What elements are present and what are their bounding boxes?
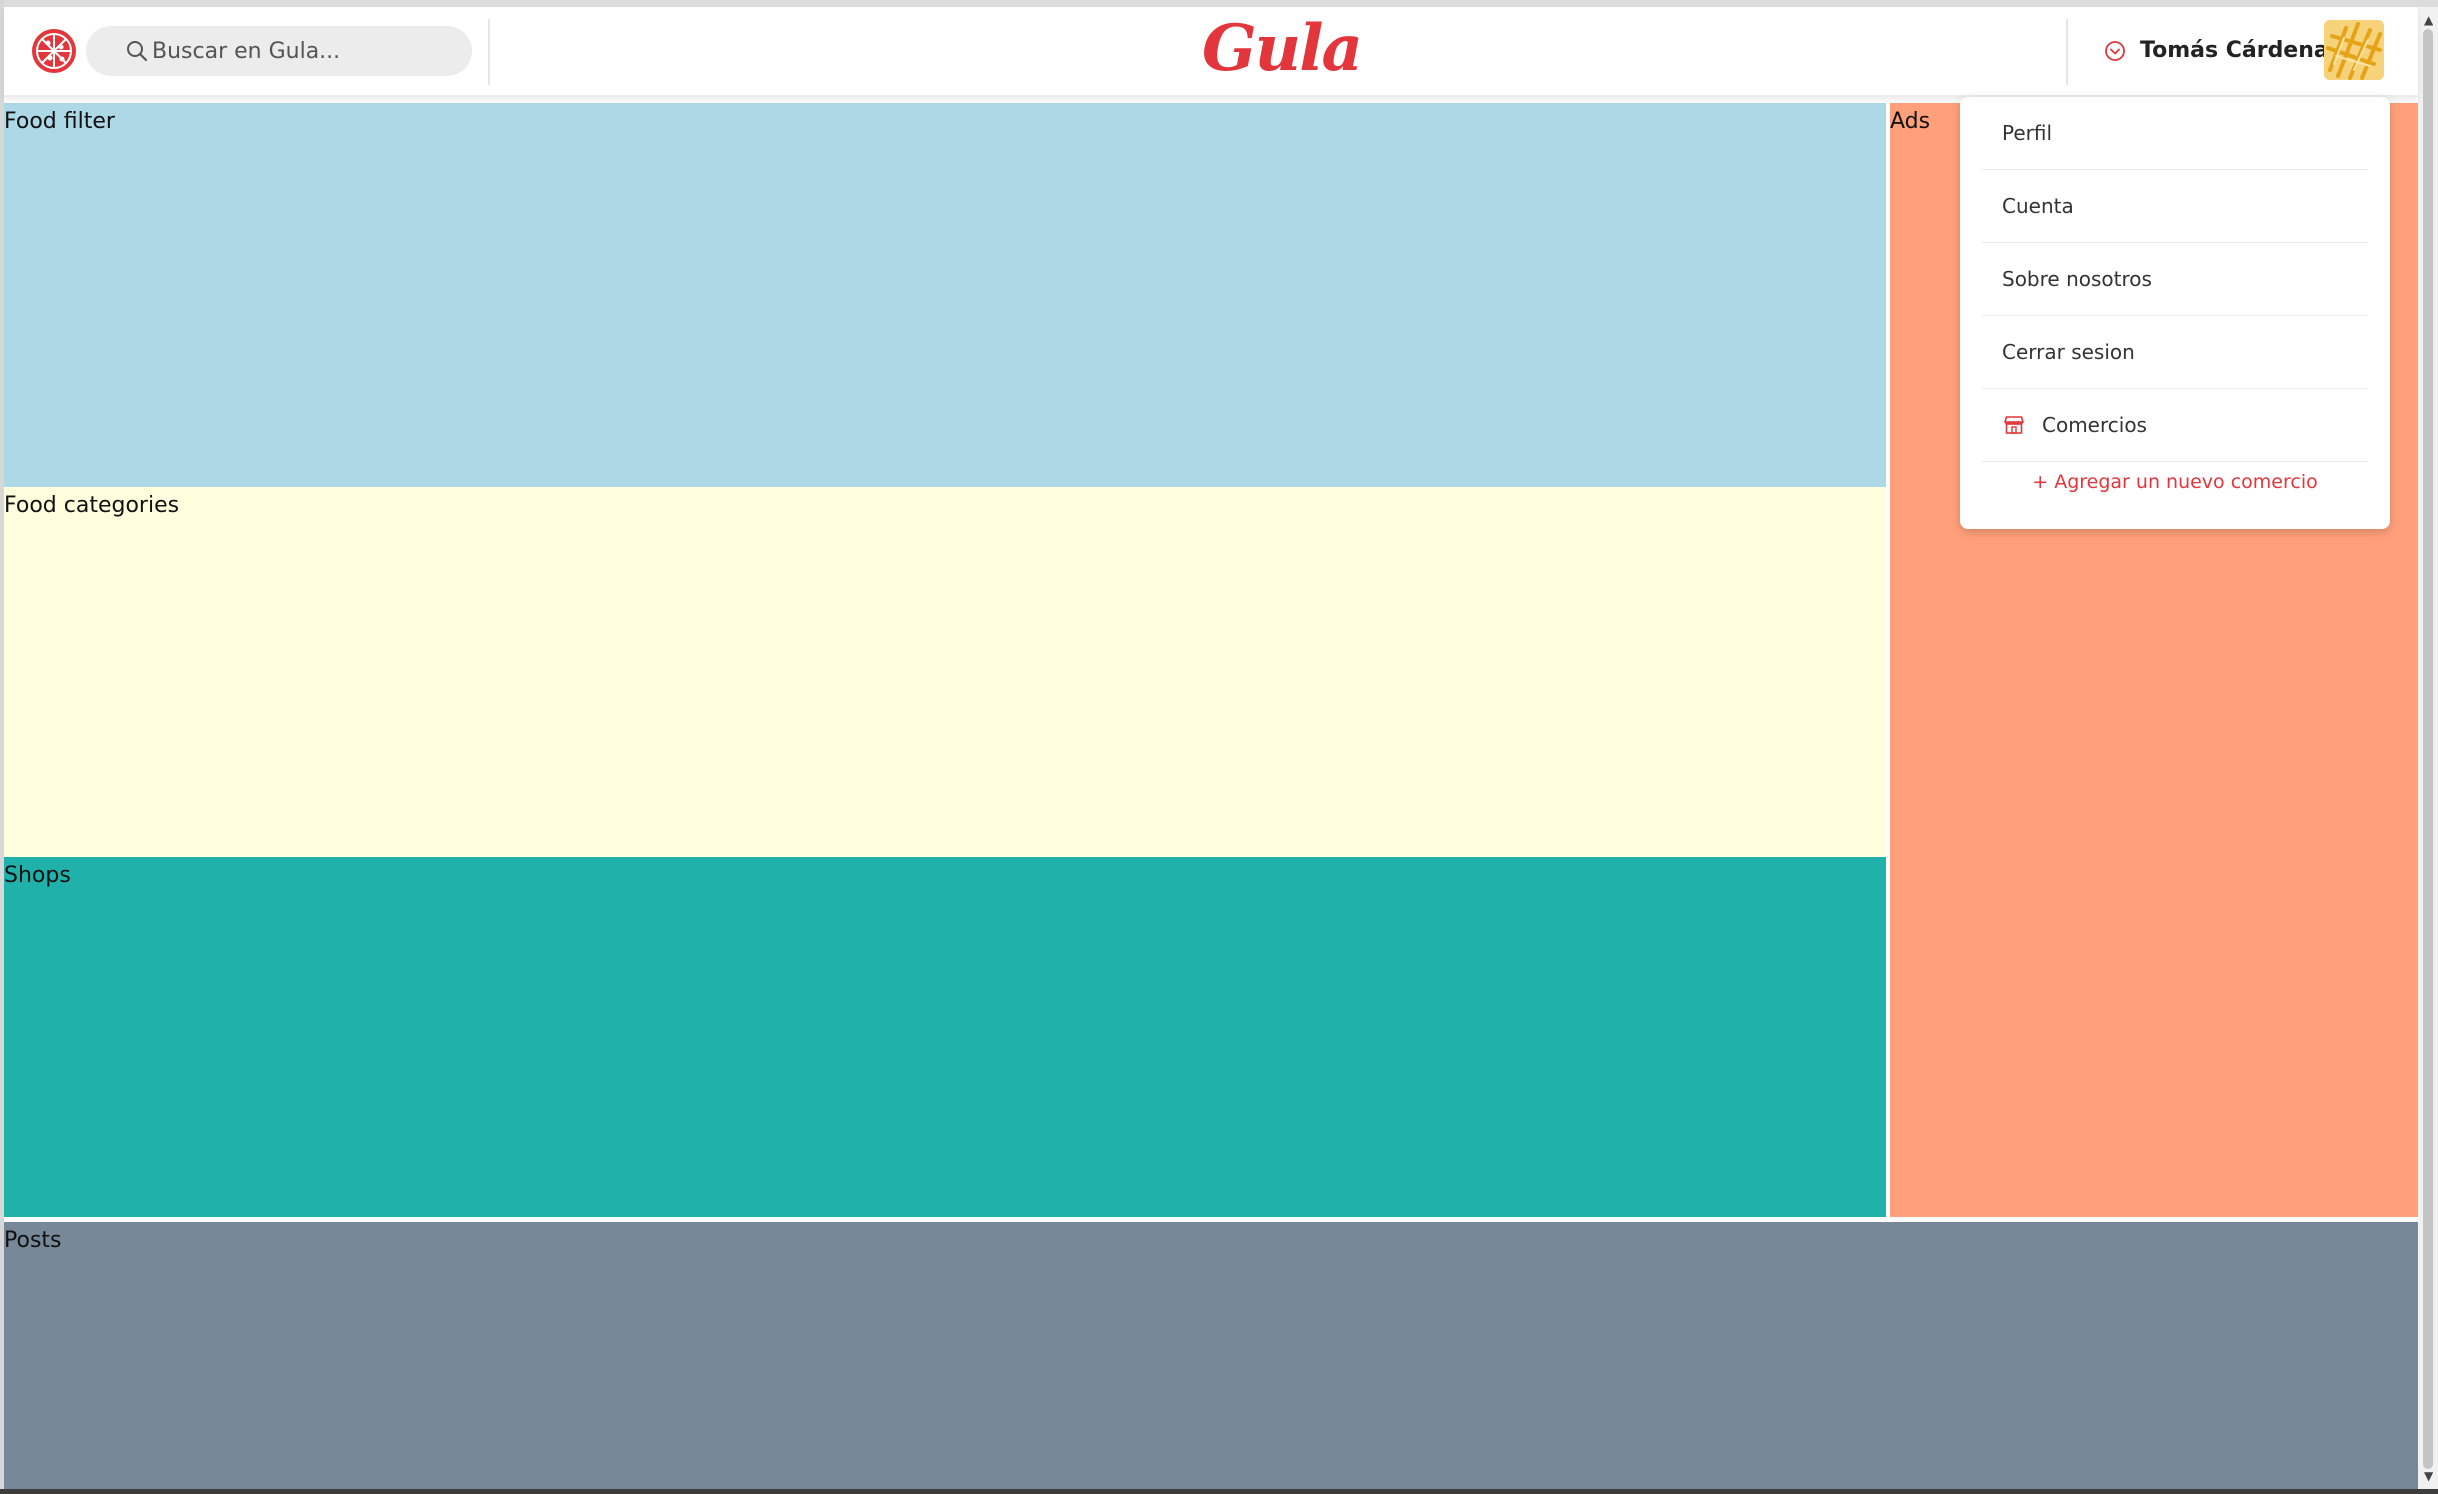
menu-item-cuenta[interactable]: Cuenta	[1982, 170, 2368, 243]
search-input[interactable]	[152, 26, 452, 76]
menu-item-comercios[interactable]: Comercios	[1982, 389, 2368, 462]
scroll-down-icon[interactable]: ▼	[2424, 1469, 2433, 1483]
menu-item-sobre-nosotros[interactable]: Sobre nosotros	[1982, 243, 2368, 316]
section-label: Shops	[4, 863, 71, 888]
chevron-down-circle-icon[interactable]	[2104, 40, 2126, 62]
divider	[488, 19, 490, 85]
section-label: Ads	[1890, 109, 1930, 134]
menu-item-perfil[interactable]: Perfil	[1982, 97, 2368, 170]
brand-logo[interactable]: Gula	[1202, 9, 1382, 89]
avatar[interactable]	[2324, 20, 2384, 80]
window-frame-top	[0, 0, 2438, 7]
add-new-shop-link[interactable]: + Agregar un nuevo comercio	[1982, 462, 2368, 502]
section-label: Food filter	[4, 109, 115, 134]
scroll-up-icon[interactable]: ▲	[2424, 13, 2433, 27]
divider	[2066, 19, 2068, 85]
shops-section: Shops	[4, 857, 1886, 1217]
section-label: Food categories	[4, 493, 179, 518]
menu-item-label: Cerrar sesion	[2002, 316, 2135, 388]
menu-item-label: Sobre nosotros	[2002, 243, 2152, 315]
food-categories-section: Food categories	[4, 487, 1886, 857]
section-label: Posts	[4, 1228, 62, 1253]
menu-item-cerrar-sesion[interactable]: Cerrar sesion	[1982, 316, 2368, 389]
food-filter-section: Food filter	[4, 103, 1886, 487]
top-navbar: Gula Tomás Cárdenas	[4, 7, 2418, 97]
posts-section: Posts	[4, 1222, 2418, 1489]
page-scrollbar[interactable]: ▲ ▼	[2418, 7, 2438, 1489]
user-name[interactable]: Tomás Cárdenas	[2140, 35, 2340, 67]
pizza-icon[interactable]	[30, 27, 78, 75]
menu-item-label: Cuenta	[2002, 170, 2074, 242]
menu-item-label: Perfil	[2002, 97, 2052, 169]
user-dropdown-menu: Perfil Cuenta Sobre nosotros Cerrar sesi…	[1960, 97, 2390, 529]
store-icon	[2002, 413, 2026, 437]
search-icon	[126, 40, 148, 62]
scrollbar-thumb[interactable]	[2423, 29, 2433, 1469]
search-bar[interactable]	[86, 26, 472, 76]
window-frame-bottom	[0, 1489, 2438, 1494]
menu-item-label: Comercios	[2042, 389, 2147, 461]
